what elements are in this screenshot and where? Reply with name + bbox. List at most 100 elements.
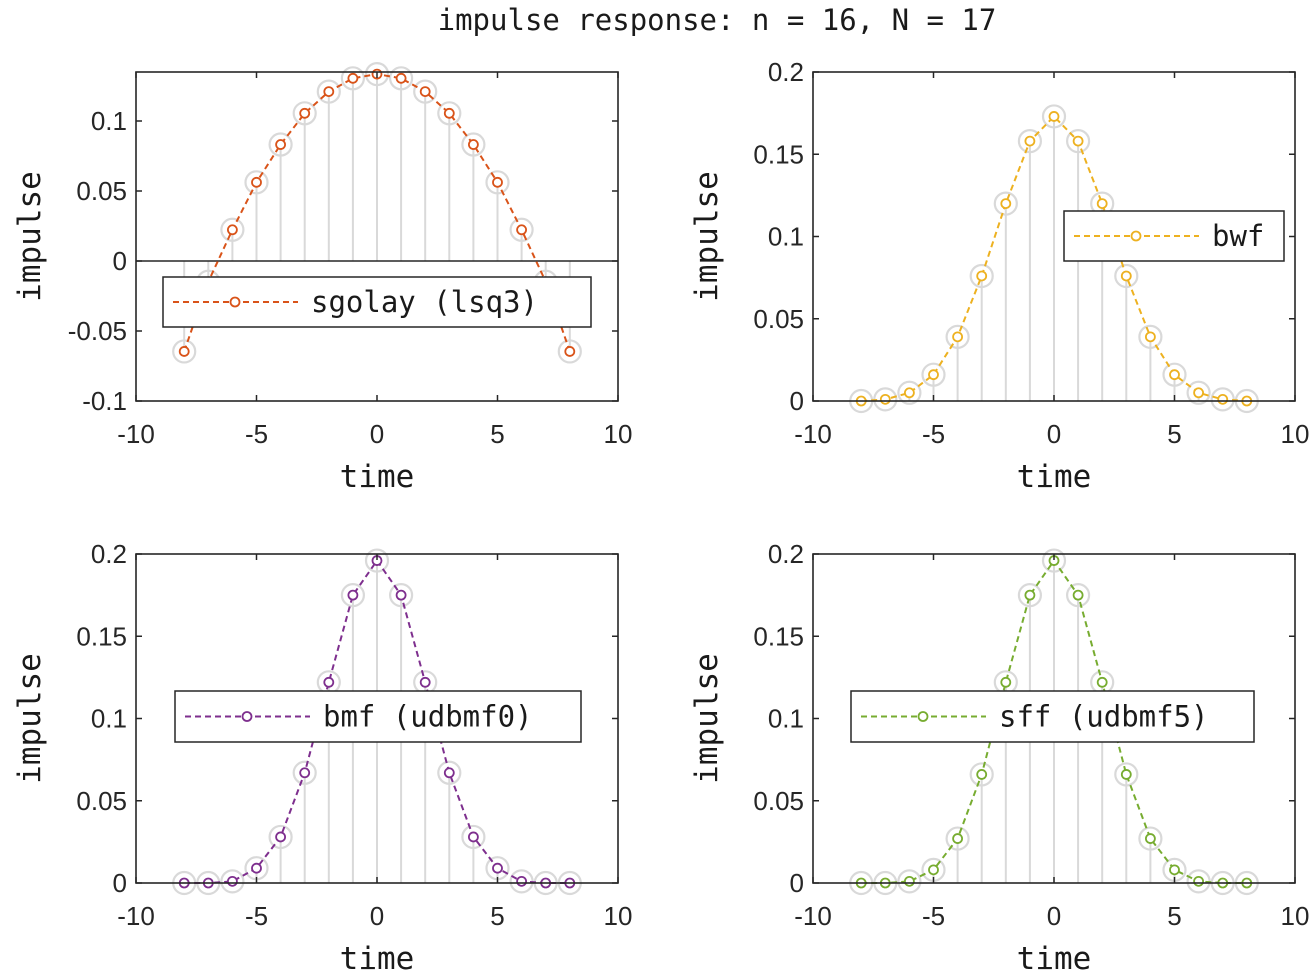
x-tick-label: 0 — [1047, 419, 1061, 449]
reference-marker — [340, 583, 365, 608]
data-point — [1072, 589, 1084, 601]
y-axis-label: impulse — [12, 653, 48, 784]
x-axis-label: time — [340, 459, 415, 495]
y-tick-label: 0.15 — [753, 139, 804, 169]
reference-marker — [364, 61, 390, 87]
reference-marker — [437, 101, 462, 126]
y-tick-label: 0.05 — [753, 786, 804, 816]
data-point — [395, 589, 407, 601]
legend: bmf (udbmf0) — [174, 690, 582, 743]
reference-marker — [316, 79, 341, 104]
data-point — [1217, 393, 1229, 405]
legend: sff (udbmf5) — [850, 690, 1255, 743]
x-tick-label: -10 — [117, 901, 155, 931]
reference-marker — [461, 132, 486, 157]
data-point — [1096, 676, 1108, 688]
reference-marker — [485, 170, 510, 195]
reference-marker — [364, 548, 390, 573]
data-point — [1145, 833, 1156, 844]
data-point — [976, 769, 988, 780]
legend-label: bmf (udbmf0) — [323, 700, 533, 734]
reference-marker — [340, 66, 365, 91]
legend-label: sgolay (lsq3) — [311, 285, 538, 319]
data-point — [976, 270, 988, 282]
data-point — [1120, 769, 1132, 780]
y-axis-label: impulse — [689, 653, 725, 784]
x-tick-label: 5 — [1167, 419, 1181, 449]
reference-marker — [1138, 324, 1163, 349]
legend: bwf — [1063, 210, 1285, 262]
y-tick-label: 0.1 — [91, 704, 127, 734]
subplot-2: -10 -5 0 5 10 0 0.05 0.1 0.15 0.2 time impulse bwf — [689, 57, 1309, 495]
y-tick-label: 0.2 — [768, 57, 804, 87]
reference-marker — [413, 79, 438, 104]
reference-marker — [557, 339, 582, 364]
y-tick-label: 0 — [790, 386, 804, 416]
figure-title: impulse response: n = 16, N = 17 — [438, 3, 997, 37]
legend-marker-sample — [229, 296, 241, 308]
reference-marker — [969, 762, 994, 787]
reference-marker — [1138, 826, 1163, 851]
y-tick-label: 0.05 — [753, 304, 804, 334]
x-axis-label: time — [1017, 459, 1092, 495]
data-point — [1000, 198, 1012, 210]
reference-marker — [1114, 263, 1139, 289]
y-tick-label: 0 — [113, 246, 127, 276]
reference-marker — [437, 760, 462, 785]
legend-marker-sample — [1130, 230, 1142, 242]
y-tick-label: 0.15 — [753, 621, 804, 651]
x-tick-label: -10 — [117, 419, 155, 449]
reference-marker — [969, 263, 994, 289]
data-point — [178, 346, 190, 357]
data-point — [1193, 387, 1204, 399]
x-axis-label: time — [340, 941, 415, 974]
data-point — [347, 72, 359, 84]
x-tick-label: -5 — [922, 419, 945, 449]
reference-marker — [292, 101, 317, 126]
data-point — [275, 139, 287, 150]
data-point — [928, 864, 939, 876]
reference-marker — [220, 217, 245, 242]
data-point — [1024, 135, 1036, 147]
x-tick-label: -10 — [794, 901, 832, 931]
x-tick-label: -5 — [922, 901, 945, 931]
reference-marker — [945, 826, 970, 851]
legend-label: bwf — [1212, 219, 1264, 253]
y-tick-label: 0.1 — [91, 106, 127, 136]
data-point — [251, 862, 262, 874]
data-point — [1169, 864, 1180, 876]
y-tick-label: 0.05 — [76, 176, 127, 206]
reference-marker — [1065, 583, 1091, 608]
y-tick-label: 0.15 — [76, 621, 127, 651]
x-tick-label: 5 — [490, 419, 504, 449]
data-point — [1120, 270, 1132, 282]
data-point — [395, 72, 407, 84]
reference-marker — [1186, 380, 1211, 405]
reference-marker — [1017, 128, 1043, 154]
data-point — [564, 346, 576, 357]
data-point — [299, 767, 311, 779]
data-point — [323, 86, 335, 97]
data-point — [443, 767, 455, 779]
data-point — [1096, 198, 1108, 210]
legend-label: sff (udbmf5) — [999, 700, 1209, 734]
data-point — [323, 676, 335, 688]
data-point — [1072, 135, 1084, 147]
reference-marker — [897, 869, 922, 894]
y-tick-label: 0.2 — [768, 539, 804, 569]
data-point — [904, 875, 915, 887]
series-line — [184, 558, 570, 884]
subplot-1: -10 -5 0 5 10 -0.1 -0.05 0 0.05 0.1 time impulse sgo… — [12, 61, 633, 495]
x-tick-label: 5 — [490, 901, 504, 931]
x-axis-label: time — [1017, 941, 1092, 974]
x-tick-label: 10 — [604, 901, 633, 931]
reference-marker — [244, 170, 269, 195]
data-point — [275, 831, 287, 843]
reference-marker — [461, 824, 486, 850]
y-axis-label: impulse — [689, 171, 725, 302]
x-tick-label: 10 — [604, 419, 633, 449]
y-tick-label: 0 — [113, 868, 127, 898]
reference-marker — [268, 132, 293, 157]
x-tick-label: 0 — [370, 419, 384, 449]
